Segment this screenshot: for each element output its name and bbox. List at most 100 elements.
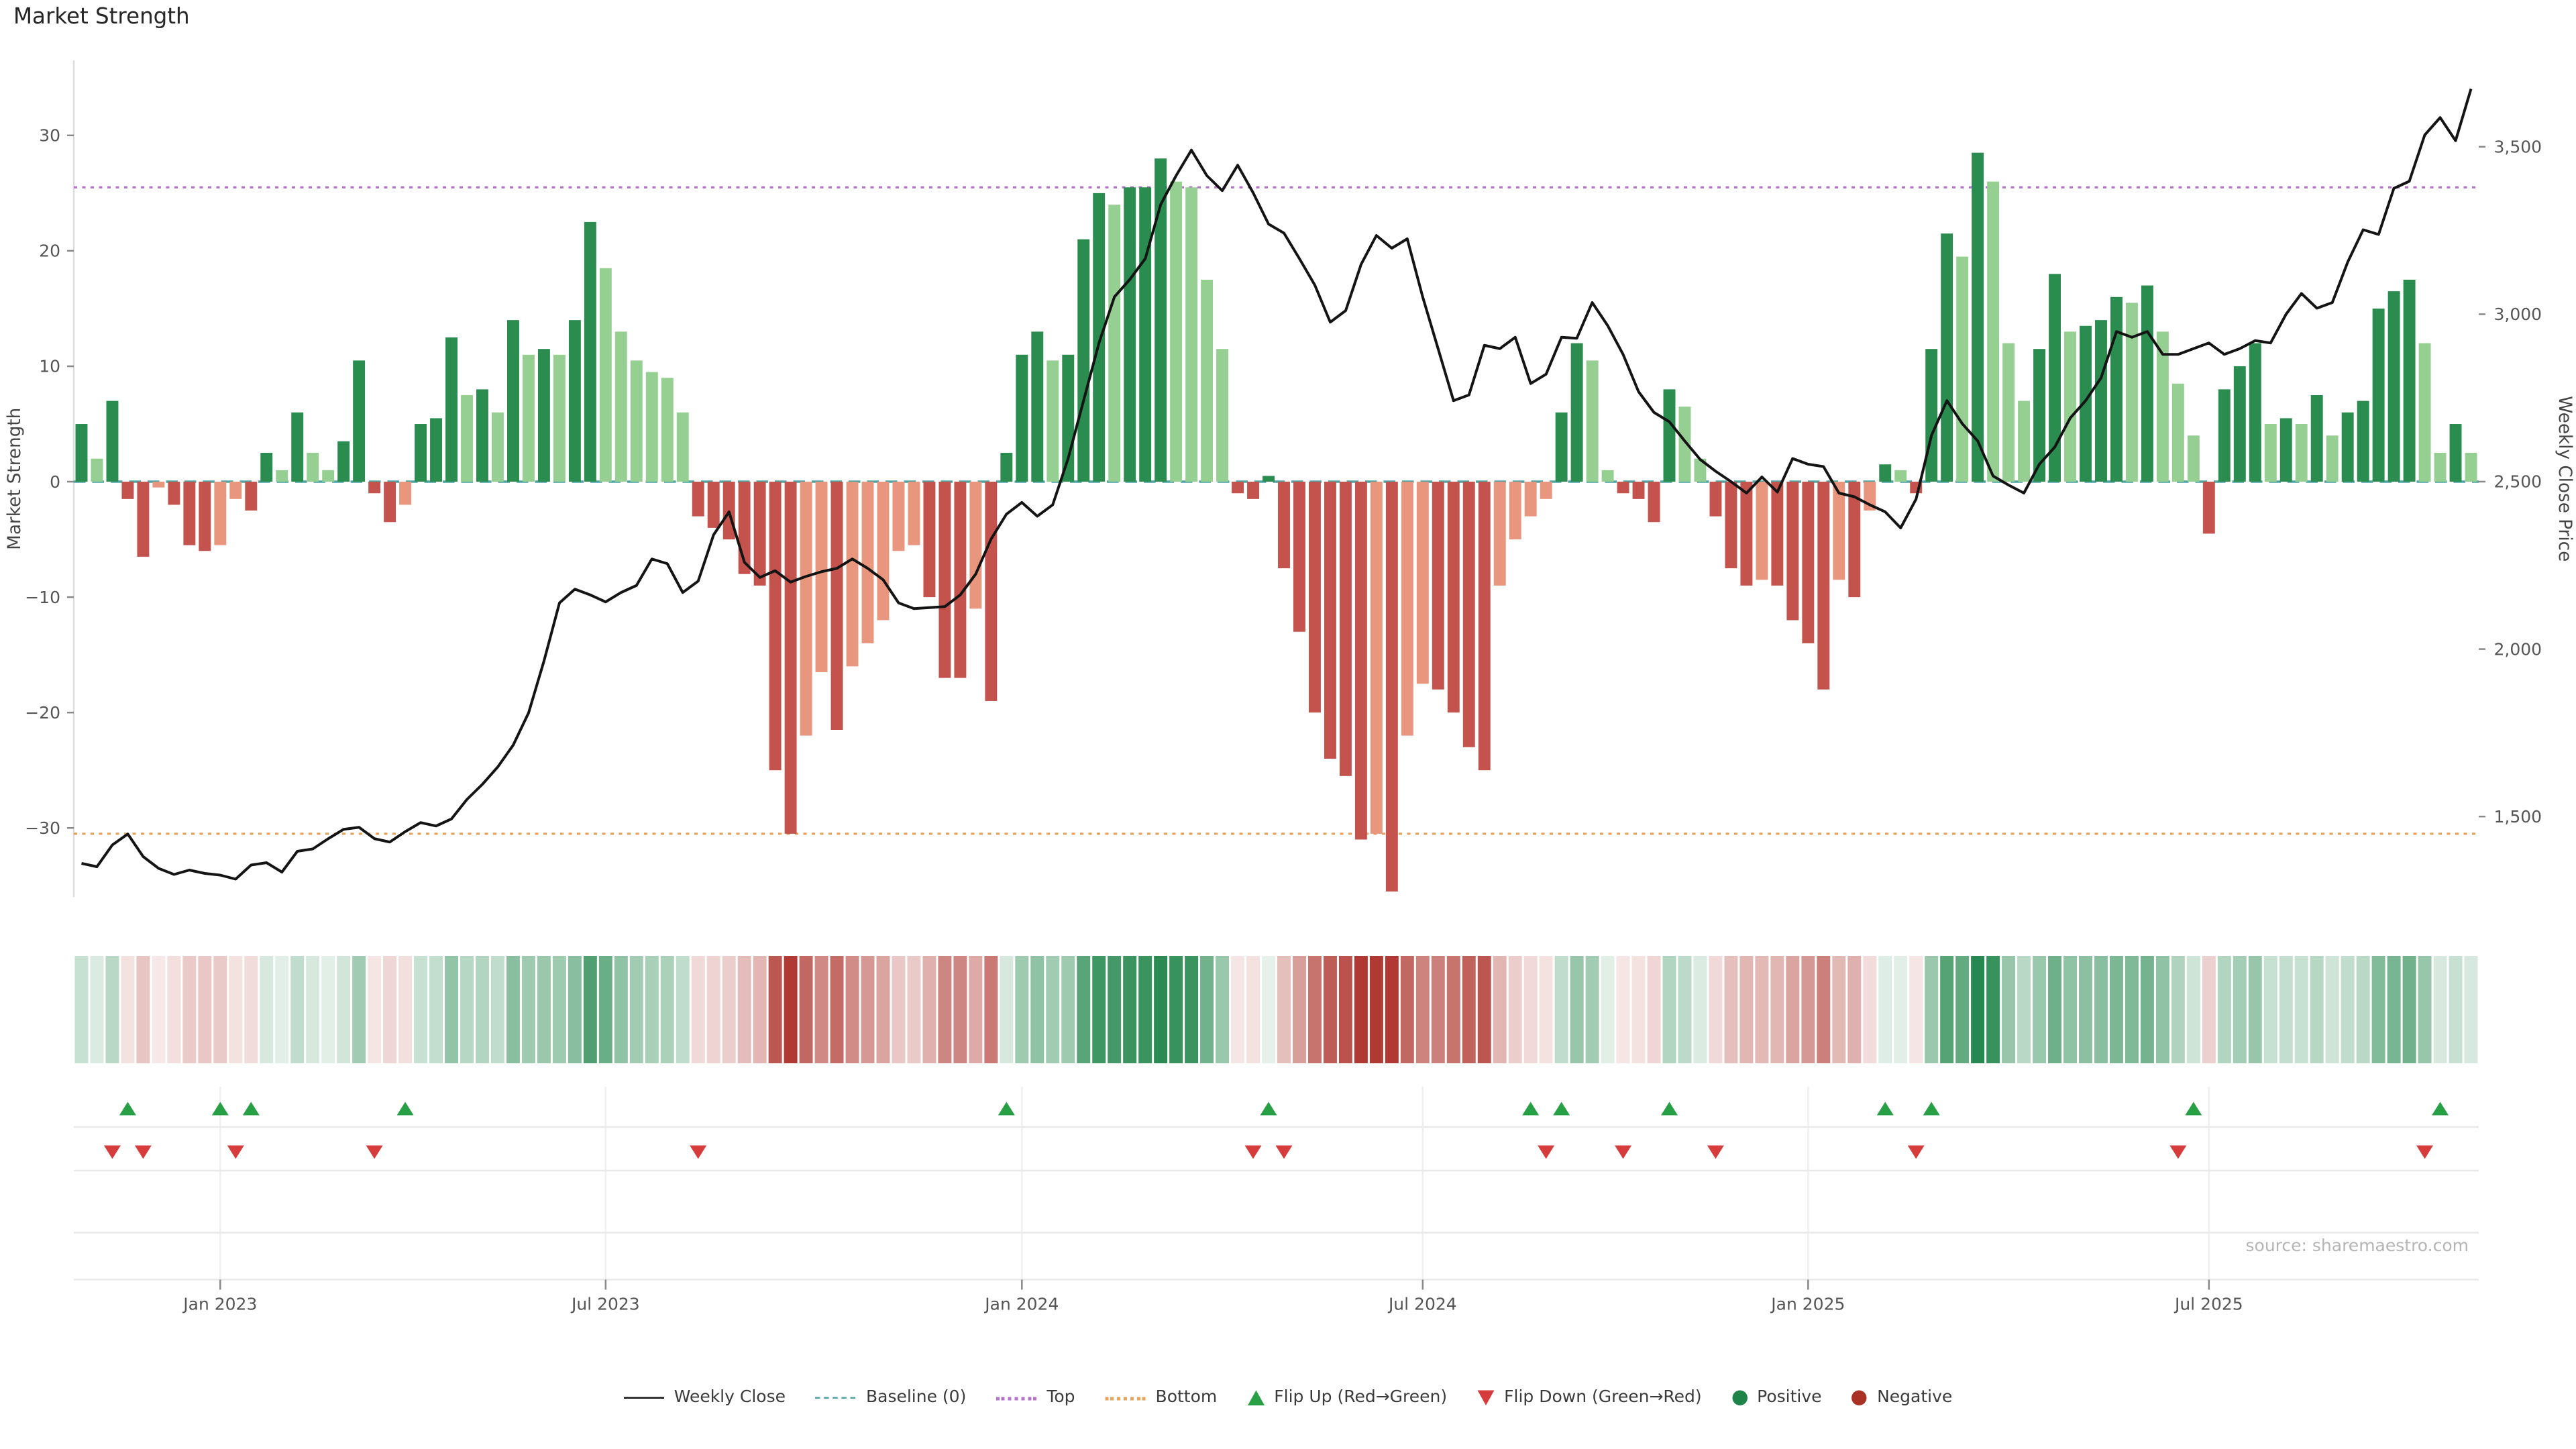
heatmap-cell — [1585, 956, 1599, 1063]
heatmap-cell — [1570, 956, 1584, 1063]
legend-label: Top — [1046, 1389, 1075, 1407]
heatmap-cell — [2387, 956, 2401, 1063]
heatmap-cell — [969, 956, 983, 1063]
flip-down-marker — [1275, 1145, 1293, 1159]
heatmap-cell — [1832, 956, 1846, 1063]
strength-bar — [2341, 412, 2354, 482]
heatmap-cell — [2356, 956, 2370, 1063]
x-tick-label: Jul 2025 — [2174, 1295, 2243, 1314]
heatmap-cell — [691, 956, 705, 1063]
heatmap-cell — [213, 956, 227, 1063]
strength-bar — [769, 482, 782, 771]
left-tick-label: −10 — [25, 588, 60, 607]
heatmap-cell — [182, 956, 197, 1063]
strength-bar — [399, 482, 412, 505]
heatmap-cell — [1000, 956, 1014, 1063]
legend-item-baseline-0: Baseline (0) — [815, 1389, 966, 1407]
strength-bar — [1216, 349, 1229, 482]
heatmap-cell — [537, 956, 551, 1063]
heatmap-cell — [2140, 956, 2154, 1063]
heatmap-cell — [552, 956, 566, 1063]
strength-bar — [2033, 349, 2046, 482]
heatmap-cell — [368, 956, 382, 1063]
strength-bar — [1987, 181, 2000, 482]
strength-bar — [2018, 400, 2031, 482]
heatmap-cell — [306, 956, 320, 1063]
heatmap-cell — [799, 956, 813, 1063]
strength-bar — [1124, 187, 1136, 482]
heatmap-cell — [614, 956, 628, 1063]
heatmap-cell — [1385, 956, 1399, 1063]
strength-bar — [908, 482, 920, 545]
strength-bar — [630, 360, 643, 482]
strength-bar — [2141, 285, 2153, 482]
dotted-legend-sample — [996, 1396, 1037, 1400]
strength-bar — [938, 482, 951, 678]
strength-bar — [353, 360, 366, 482]
strength-bar — [260, 453, 273, 482]
heatmap-cell — [476, 956, 489, 1063]
flip-up-marker — [1260, 1102, 1277, 1116]
strength-bar — [1632, 482, 1645, 499]
heatmap-cell — [922, 956, 936, 1063]
heatmap-cell — [1246, 956, 1260, 1063]
strength-bar — [923, 482, 936, 598]
strength-bar — [784, 482, 797, 834]
legend-item-top: Top — [996, 1389, 1075, 1407]
strength-bar — [2387, 291, 2400, 482]
x-tick-label: Jan 2023 — [182, 1295, 257, 1314]
strength-bar — [1201, 279, 1214, 482]
heatmap-cell — [1369, 956, 1383, 1063]
heatmap-cell — [1277, 956, 1291, 1063]
heatmap-cell — [2402, 956, 2416, 1063]
strength-bar — [1694, 458, 1707, 482]
strength-bar — [1894, 470, 1907, 482]
strength-bar — [1108, 205, 1121, 482]
heatmap-cell — [629, 956, 643, 1063]
heatmap-cell — [1817, 956, 1831, 1063]
strength-bar — [1447, 482, 1460, 713]
strength-bar — [2465, 453, 2477, 482]
strength-bar — [214, 482, 227, 545]
heatmap-cell — [460, 956, 474, 1063]
weekly-close-line — [81, 88, 2473, 881]
strength-bar — [2434, 453, 2447, 482]
heatmap-cell — [1709, 956, 1723, 1063]
strength-bar — [2357, 400, 2369, 482]
strength-bar — [1139, 187, 1152, 482]
strength-bar — [2110, 297, 2123, 482]
heatmap-cell — [2233, 956, 2247, 1063]
heatmap-cell — [2202, 956, 2216, 1063]
heatmap-cell — [337, 956, 351, 1063]
flip-up-marker — [2432, 1102, 2449, 1116]
strength-bar — [1617, 482, 1629, 494]
strength-bar — [291, 412, 304, 482]
heatmap-cell — [1262, 956, 1275, 1063]
heatmap-cell — [1755, 956, 1769, 1063]
heatmap-cell — [1169, 956, 1183, 1063]
strength-bar — [877, 482, 890, 621]
heatmap-cell — [2464, 956, 2478, 1063]
flip-down-marker — [1244, 1145, 1262, 1159]
heatmap-cell — [2217, 956, 2231, 1063]
strength-bar — [2171, 383, 2184, 482]
heatmap-cell — [1292, 956, 1306, 1063]
strength-bar — [2418, 343, 2431, 482]
strength-bar — [1941, 233, 1953, 482]
strength-bar — [1879, 464, 1892, 482]
strength-bar — [2403, 279, 2416, 482]
heatmap-cell — [1108, 956, 1122, 1063]
strength-bar — [307, 453, 319, 482]
strength-bar — [645, 372, 658, 482]
heatmap-cell — [229, 956, 243, 1063]
left-tick-label: 10 — [39, 357, 60, 376]
strength-bar — [584, 221, 596, 482]
heatmap-cell — [722, 956, 736, 1063]
heatmap-cell — [2279, 956, 2293, 1063]
strength-bar — [1432, 482, 1444, 690]
heatmap-cell — [490, 956, 504, 1063]
strength-bar — [2095, 320, 2107, 482]
heatmap-cell — [2371, 956, 2385, 1063]
heatmap-cell — [1940, 956, 1954, 1063]
strength-bar — [954, 482, 967, 678]
